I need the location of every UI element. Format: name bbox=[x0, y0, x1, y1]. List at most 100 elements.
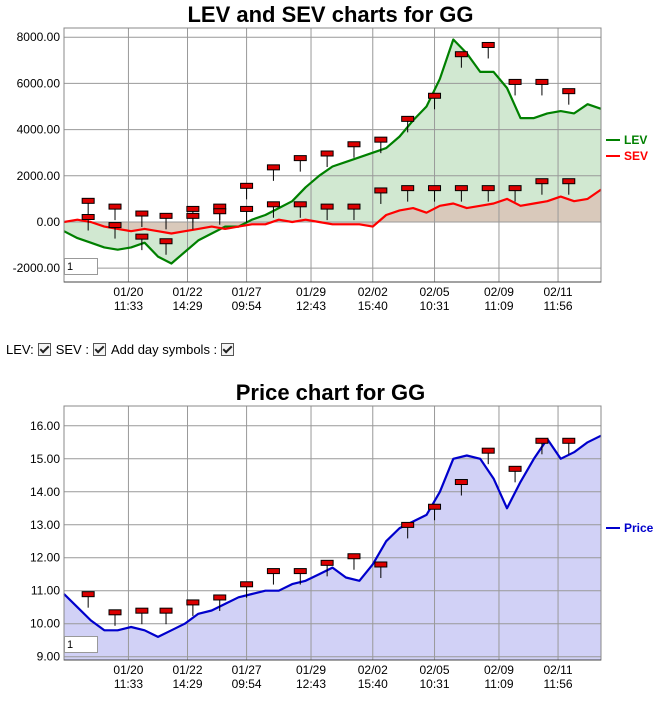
day-marker bbox=[186, 212, 200, 219]
day-marker bbox=[401, 185, 415, 192]
x-tick-time-label: 15:40 bbox=[358, 299, 388, 313]
x-tick-time-label: 10:31 bbox=[420, 677, 450, 691]
x-tick-date-label: 02/02 bbox=[358, 663, 388, 677]
y-tick-label: 8000.00 bbox=[17, 30, 61, 44]
x-tick-time-label: 11:33 bbox=[114, 677, 143, 691]
day-marker bbox=[320, 150, 334, 157]
day-marker bbox=[374, 187, 388, 194]
price-chart: 16.00 15.00 14.00 13.00 12.00 11.00 10.00 9.00 0… bbox=[30, 405, 654, 691]
x-tick-date-label: 01/20 bbox=[113, 285, 143, 299]
day-marker bbox=[508, 185, 522, 192]
lev-checkbox[interactable] bbox=[37, 343, 51, 356]
day-symbols-checkbox[interactable] bbox=[221, 343, 235, 356]
y-tick-label: 12.00 bbox=[30, 551, 60, 565]
chart-controls: LEV: SEV : Add day symbols : bbox=[6, 342, 237, 357]
day-marker bbox=[347, 203, 361, 210]
day-marker bbox=[481, 41, 495, 48]
day-symbols-label: Add day symbols : bbox=[110, 342, 218, 357]
day-marker bbox=[240, 182, 254, 189]
day-marker bbox=[108, 222, 122, 229]
y-tick-label: 0.00 bbox=[37, 215, 61, 229]
x-tick-time-label: 12:43 bbox=[296, 299, 326, 313]
lev-chart-title: LEV and SEV charts for GG bbox=[187, 2, 474, 27]
day-marker bbox=[401, 521, 415, 528]
x-tick-time-label: 11:09 bbox=[484, 677, 513, 691]
day-marker bbox=[108, 203, 122, 210]
y-tick-label: 13.00 bbox=[30, 518, 60, 532]
day-marker bbox=[81, 591, 95, 598]
lev-sev-chart: 8000.00 6000.00 4000.00 2000.00 0.00 -2000.00… bbox=[13, 27, 648, 313]
day-marker bbox=[535, 437, 549, 444]
day-marker bbox=[374, 561, 388, 568]
lev-series-line bbox=[63, 38, 602, 265]
day-marker bbox=[159, 238, 173, 245]
day-marker bbox=[347, 141, 361, 148]
sev-legend-label: SEV bbox=[624, 149, 648, 163]
y-tick-label: 10.00 bbox=[30, 617, 60, 631]
day-marker bbox=[108, 609, 122, 616]
day-marker bbox=[240, 581, 254, 588]
x-tick-time-label: 10:31 bbox=[420, 299, 450, 313]
day-marker bbox=[374, 136, 388, 143]
lev-toggle-label: LEV: bbox=[6, 342, 34, 357]
x-tick-date-label: 02/02 bbox=[358, 285, 388, 299]
x-tick-time-label: 11:56 bbox=[543, 677, 572, 691]
x-tick-date-label: 01/29 bbox=[296, 285, 326, 299]
x-tick-date-label: 01/29 bbox=[296, 663, 326, 677]
x-tick-date-label: 02/05 bbox=[420, 285, 450, 299]
x-tick-time-label: 12:43 bbox=[296, 677, 326, 691]
day-marker bbox=[481, 185, 495, 192]
day-marker bbox=[508, 465, 522, 472]
price-chart-title: Price chart for GG bbox=[235, 380, 426, 405]
day-marker bbox=[320, 559, 334, 566]
day-marker bbox=[266, 201, 280, 208]
y-tick-label: 9.00 bbox=[37, 650, 61, 664]
x-tick-time-label: 09:54 bbox=[232, 299, 262, 313]
day-marker bbox=[293, 201, 307, 208]
day-marker bbox=[562, 437, 576, 444]
day-marker bbox=[508, 78, 522, 85]
day-marker bbox=[454, 479, 468, 486]
day-marker bbox=[428, 185, 442, 192]
day-marker bbox=[159, 607, 173, 614]
sev-area-fill bbox=[64, 189, 601, 234]
day-marker bbox=[401, 115, 415, 122]
day-marker bbox=[186, 205, 200, 212]
sev-toggle-label: SEV : bbox=[55, 342, 89, 357]
day-marker bbox=[81, 214, 95, 220]
day-marker bbox=[213, 208, 227, 215]
x-tick-time-label: 11:09 bbox=[484, 299, 513, 313]
day-marker bbox=[562, 178, 576, 185]
x-tick-date-label: 01/20 bbox=[113, 663, 143, 677]
day-marker bbox=[347, 553, 361, 560]
lev-zoom-input[interactable] bbox=[64, 258, 98, 275]
day-marker bbox=[135, 210, 149, 217]
day-marker bbox=[428, 503, 442, 510]
x-tick-time-label: 15:40 bbox=[358, 677, 388, 691]
price-zoom-input[interactable] bbox=[64, 636, 98, 653]
lev-legend-label: LEV bbox=[624, 133, 647, 147]
day-marker bbox=[213, 594, 227, 601]
x-tick-time-label: 14:29 bbox=[172, 299, 202, 313]
day-marker bbox=[135, 607, 149, 614]
y-tick-label: 6000.00 bbox=[17, 76, 61, 90]
day-marker bbox=[240, 205, 254, 212]
x-tick-date-label: 01/22 bbox=[172, 663, 202, 677]
day-marker bbox=[428, 92, 442, 99]
x-tick-date-label: 02/09 bbox=[484, 285, 514, 299]
y-tick-label: -2000.00 bbox=[13, 261, 61, 275]
day-marker bbox=[535, 178, 549, 185]
price-legend-label: Price bbox=[624, 521, 654, 535]
day-marker bbox=[81, 197, 95, 204]
x-tick-date-label: 02/05 bbox=[420, 663, 450, 677]
day-marker bbox=[481, 447, 495, 454]
y-tick-label: 4000.00 bbox=[17, 123, 61, 137]
y-tick-label: 16.00 bbox=[30, 419, 60, 433]
x-tick-date-label: 01/27 bbox=[232, 663, 262, 677]
x-tick-date-label: 02/09 bbox=[484, 663, 514, 677]
sev-checkbox[interactable] bbox=[92, 343, 106, 356]
x-tick-date-label: 01/22 bbox=[172, 285, 202, 299]
y-tick-label: 15.00 bbox=[30, 452, 60, 466]
y-tick-label: 14.00 bbox=[30, 485, 60, 499]
x-tick-time-label: 11:33 bbox=[114, 299, 143, 313]
